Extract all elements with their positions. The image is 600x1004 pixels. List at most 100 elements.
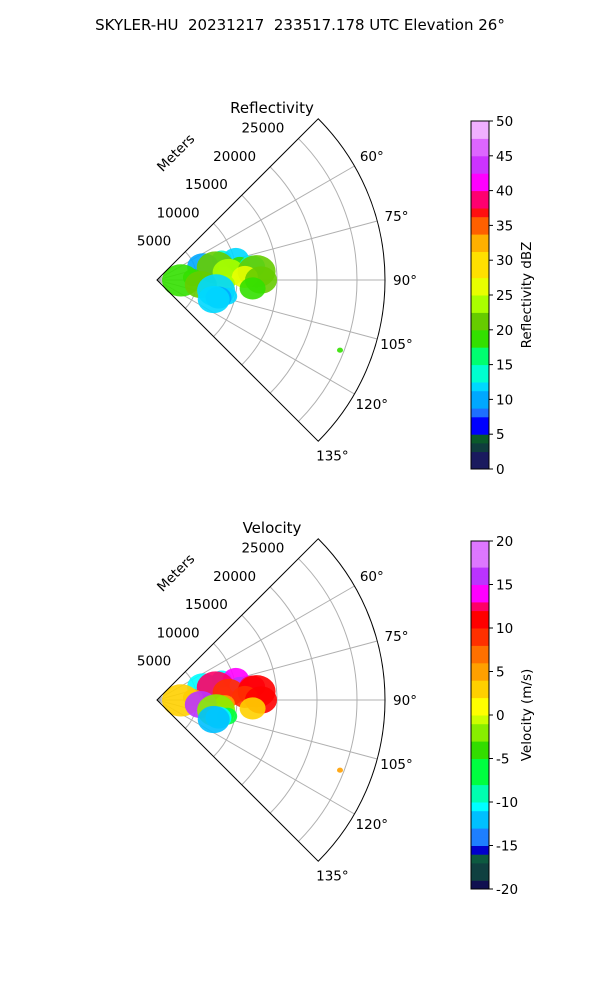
colorbar-segment [471,619,489,629]
colorbar-segment [471,251,489,261]
colorbar-segment [471,767,489,777]
colorbar-segment [471,199,489,209]
colorbar-tick-label: 0 [496,708,505,724]
colorbar-segment [471,373,489,383]
colorbar-tick-label: -10 [496,795,518,811]
colorbar-segment [471,688,489,699]
colorbar-label: Velocity (m/s) [519,669,535,762]
colorbar-segment [471,225,489,235]
colorbar-segment [471,234,489,244]
colorbar-segment [471,408,489,418]
colorbar-segment [471,802,489,812]
colorbar-segment [471,173,489,183]
colorbar-segment [471,303,489,313]
colorbar-segment [471,680,489,690]
colorbar-label: Reflectivity dBZ [519,242,535,349]
colorbar-segment [471,732,489,742]
colorbar-segment [471,312,489,322]
azimuth-tick-label: 120° [356,817,389,833]
colorbar-segment [471,434,489,444]
azimuth-gridline [156,699,355,815]
colorbar-segment [471,155,489,165]
colorbar-segment [471,364,489,374]
colorbar-segment [471,845,489,855]
colorbar-segment [471,784,489,794]
colorbar-tick-label: 50 [496,114,513,130]
colorbar-segment [471,549,489,559]
echo-cell [337,767,343,773]
colorbar-segment [471,862,489,873]
colorbar-segment [471,671,489,681]
colorbar-segment [471,871,489,881]
colorbar-segment [471,347,489,357]
colorbar-tick-label: 35 [496,218,513,234]
colorbar-tick-label: 5 [496,427,505,443]
panel-title: Reflectivity [230,99,314,117]
colorbar-segment [471,880,489,890]
colorbar-tick-label: 5 [496,665,505,681]
echo-cell [197,285,230,314]
colorbar-segment [471,147,489,157]
chart-panel-1: Reflectivity 5000 10000 15000 20000 25000 Mete… [137,99,535,478]
colorbar-segment [471,593,489,603]
colorbar-tick-label: 0 [496,462,505,478]
colorbar-segment [471,416,489,426]
colorbar-segment [471,793,489,803]
colorbar-segment [471,451,489,461]
colorbar-tick-label: 25 [496,288,513,304]
azimuth-tick-label: 105° [380,757,413,773]
colorbar-segment [471,138,489,148]
colorbar-segment [471,610,489,620]
colorbar-segment [471,208,489,218]
colorbar-segment [471,654,489,664]
azimuth-tick-label: 60° [360,149,384,165]
colorbar-segment [471,567,489,577]
sector-outline [156,538,386,862]
range-tick-label: 25000 [241,121,284,137]
colorbar-segment [471,242,489,252]
colorbar-segment [471,260,489,270]
range-tick-label: 25000 [241,541,284,557]
colorbar-segment [471,277,489,287]
range-tick-label: 10000 [157,205,200,221]
colorbar-segment [471,697,489,707]
azimuth-tick-label: 135° [316,868,349,884]
range-tick-label: 5000 [137,234,171,250]
colorbar-tick-label: 40 [496,184,513,200]
colorbar-segment [471,836,489,846]
colorbar-segment [471,121,489,131]
azimuth-tick-label: 75° [385,629,409,645]
colorbar-segment [471,216,489,226]
figure-title: SKYLER-HU 20231217 233517.178 UTC Elevat… [95,16,505,34]
colorbar-segment [471,749,489,759]
azimuth-tick-label: 60° [360,569,384,585]
colorbar-segment [471,190,489,200]
echo-cell [197,705,230,734]
range-tick-label: 15000 [185,177,228,193]
panel-title: Velocity [243,519,302,537]
colorbar-segment [471,828,489,838]
range-tick-label: 20000 [213,569,256,585]
colorbar-segment [471,854,489,864]
colorbar-tick-label: -15 [496,839,518,855]
colorbar-tick-label: 15 [496,578,513,594]
colorbar-segment [471,662,489,672]
colorbar-segment [471,321,489,331]
colorbar-segment [471,329,489,339]
colorbar-segment [471,810,489,820]
colorbar-segment [471,775,489,786]
colorbar-tick-label: 10 [496,392,513,408]
colorbar-segment [471,399,489,409]
colorbar-tick-label: -20 [496,882,518,898]
colorbar-tick-label: 10 [496,621,513,637]
echo-cell [239,697,266,720]
azimuth-tick-label: 105° [380,337,413,353]
colorbar-segment [471,355,489,366]
sector-outline [156,118,386,442]
range-axis-label: Meters [154,131,198,175]
colorbar-segment [471,390,489,400]
azimuth-tick-label: 135° [316,448,349,464]
colorbar-segment [471,286,489,296]
colorbar-segment [471,442,489,453]
